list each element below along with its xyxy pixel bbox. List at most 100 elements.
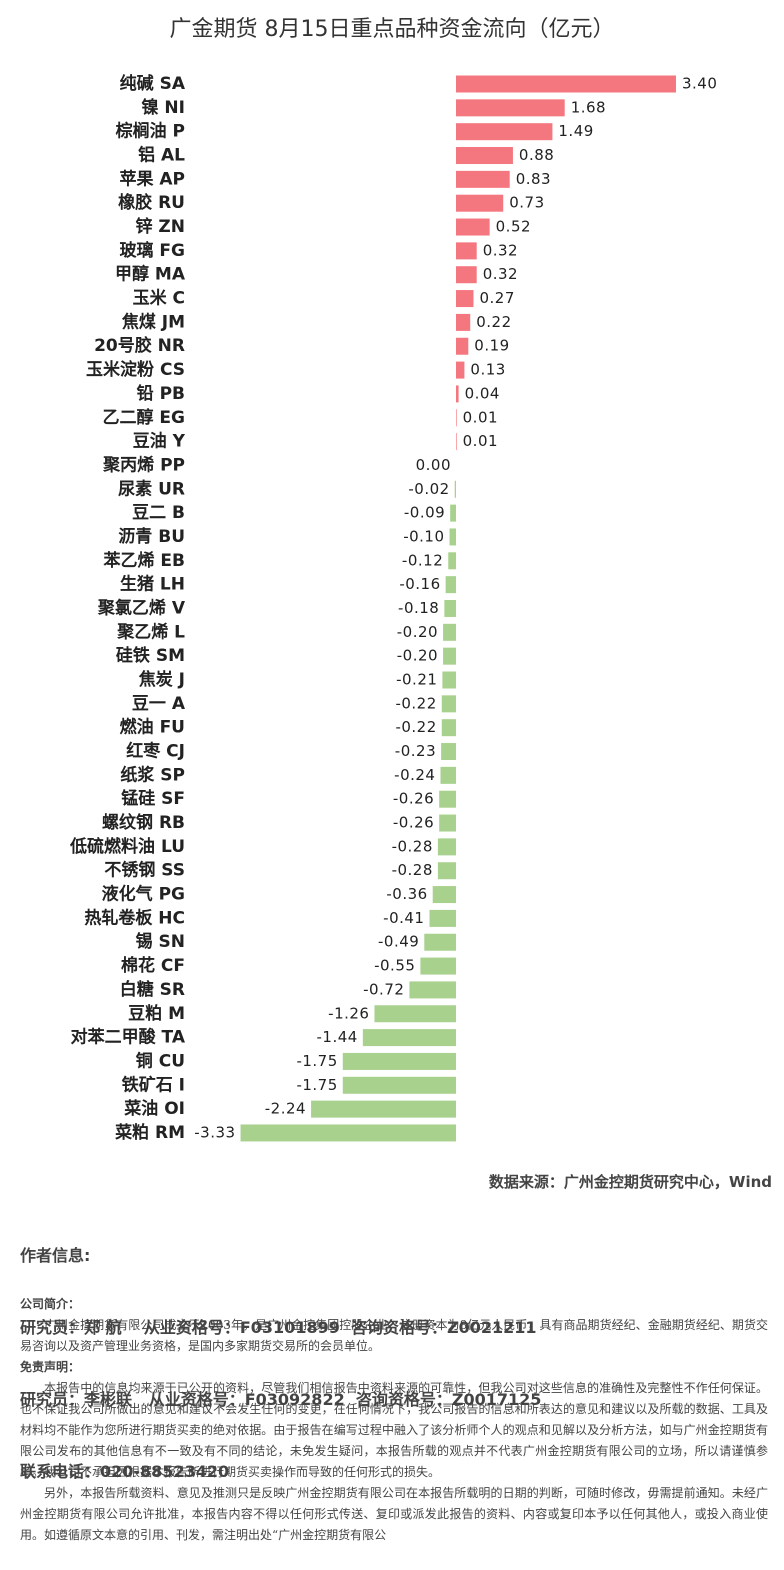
category-label: 菜粕 RM xyxy=(114,1122,185,1143)
bar xyxy=(456,290,474,308)
value-label: -0.36 xyxy=(386,885,427,903)
source: 数据来源：广州金控期货研究中心，Wind xyxy=(488,1173,772,1191)
category-label: 铜 CU xyxy=(136,1050,185,1071)
value-label: 0.22 xyxy=(476,313,511,331)
category-label: 硅铁 SM xyxy=(116,645,185,666)
category-label: 红枣 CJ xyxy=(126,741,185,762)
company: 公司简介： 广州金控期货有限公司成立于2003年，是广州金控集团控股企业，注册资… xyxy=(20,1294,768,1546)
value-label: 1.68 xyxy=(571,98,606,116)
category-label: 棕榈油 P xyxy=(116,121,185,142)
category-label: 玉米 C xyxy=(133,288,185,309)
bar xyxy=(409,981,456,999)
bar xyxy=(342,1052,456,1070)
bar xyxy=(439,790,456,808)
category-label: 纯碱 SA xyxy=(120,73,186,94)
bar xyxy=(240,1124,456,1142)
value-label: -0.41 xyxy=(383,909,424,927)
value-label: -0.24 xyxy=(394,766,435,784)
value-label: -0.28 xyxy=(392,837,433,855)
category-label: 玉米淀粉 CS xyxy=(86,359,185,380)
value-label: -0.20 xyxy=(397,647,438,665)
bar xyxy=(311,1100,456,1118)
category-label: 豆油 Y xyxy=(133,431,186,452)
category-label: 苹果 AP xyxy=(119,168,185,189)
chart: 广金期货 8月15日重点品种资金流向（亿元） 纯碱 SA 3.40 镍 NI 1.68… xyxy=(69,17,717,1143)
category-label: 白糖 SR xyxy=(120,979,185,1000)
author: 作者信息: 研究员：郑 航 从业资格号：F03101899 咨询资格号：Z002… xyxy=(20,1196,768,1508)
category-label: 液化气 PG xyxy=(102,884,185,905)
category-label: 不锈钢 SS xyxy=(104,860,185,881)
value-label: -0.21 xyxy=(396,671,437,689)
bar xyxy=(362,1029,456,1047)
disclaimer-heading: 免责声明： xyxy=(20,1360,81,1374)
value-label: -0.55 xyxy=(374,957,415,975)
value-label: -1.75 xyxy=(296,1076,337,1094)
value-label: 1.49 xyxy=(558,122,593,140)
category-label: 玻璃 FG xyxy=(120,240,186,261)
value-label: 0.00 xyxy=(416,456,451,474)
bar xyxy=(456,385,459,403)
bar xyxy=(439,814,456,832)
value-label: -0.22 xyxy=(395,694,436,712)
bar xyxy=(374,1005,456,1023)
category-label: 棉花 CF xyxy=(121,955,185,976)
category-label: 铅 PB xyxy=(137,383,185,404)
bar xyxy=(443,647,456,665)
value-label: -0.12 xyxy=(402,551,443,569)
category-label: 聚氯乙烯 V xyxy=(97,597,186,618)
bar xyxy=(441,743,456,761)
bar xyxy=(456,218,490,236)
value-label: -0.26 xyxy=(393,790,434,808)
category-label: 菜油 OI xyxy=(123,1098,185,1119)
value-label: 0.73 xyxy=(509,194,544,212)
author-heading: 作者信息: xyxy=(20,1246,91,1265)
category-label: 沥青 BU xyxy=(118,526,185,547)
bar xyxy=(456,147,513,165)
category-label: 苯乙烯 EB xyxy=(103,550,186,571)
value-label: -1.75 xyxy=(296,1052,337,1070)
value-label: 0.88 xyxy=(519,146,554,164)
author-line: 研究员：郑 航 从业资格号：F03101899 咨询资格号：Z0021211 xyxy=(20,1318,537,1337)
disclaimer-paragraph: 另外，本报告所载资料、意见及推测只是反映广州金控期货有限公司在本报告所载明的日期… xyxy=(20,1486,768,1542)
bar xyxy=(437,862,456,880)
value-label: -0.18 xyxy=(398,599,439,617)
value-label: -0.49 xyxy=(378,933,419,951)
bar xyxy=(441,719,456,737)
bar xyxy=(432,886,456,904)
category-label: 焦炭 J xyxy=(138,669,185,690)
disclaimer-paragraph: 本报告中的信息均来源于已公开的资料，尽管我们相信报告中资料来源的可靠性，但我公司… xyxy=(20,1381,768,1479)
value-label: -1.26 xyxy=(328,1004,369,1022)
bar xyxy=(456,242,477,260)
bar xyxy=(342,1076,456,1094)
category-label: 豆粕 M xyxy=(128,1003,185,1024)
value-label: 0.32 xyxy=(483,241,518,259)
category-label: 螺纹钢 RB xyxy=(102,812,185,833)
bar xyxy=(441,695,456,713)
value-label: 0.01 xyxy=(463,432,498,450)
value-label: 0.04 xyxy=(465,384,500,402)
category-label: 热轧卷板 HC xyxy=(84,907,185,928)
bar xyxy=(456,313,471,331)
value-label: 0.27 xyxy=(479,289,514,307)
value-label: -0.16 xyxy=(399,575,440,593)
category-label: 聚乙烯 L xyxy=(116,621,185,642)
bar xyxy=(456,194,504,212)
bar xyxy=(443,623,456,641)
bar xyxy=(456,409,457,427)
value-label: -3.33 xyxy=(194,1123,235,1141)
bar xyxy=(456,123,553,141)
category-label: 镍 NI xyxy=(142,97,185,118)
value-label: -0.09 xyxy=(404,504,445,522)
bar xyxy=(456,433,457,451)
bar xyxy=(429,909,456,927)
value-label: 0.83 xyxy=(516,170,551,188)
category-label: 豆二 B xyxy=(132,503,185,523)
company-text: 广州金控期货有限公司成立于2003年，是广州金控集团控股企业，注册资本为8亿元人… xyxy=(20,1318,768,1353)
value-label: -0.10 xyxy=(403,527,444,545)
chart-title: 广金期货 8月15日重点品种资金流向（亿元） xyxy=(170,17,615,42)
value-label: -0.28 xyxy=(392,861,433,879)
bar xyxy=(440,766,456,784)
category-label: 豆一 A xyxy=(132,694,186,714)
value-label: 0.01 xyxy=(463,408,498,426)
